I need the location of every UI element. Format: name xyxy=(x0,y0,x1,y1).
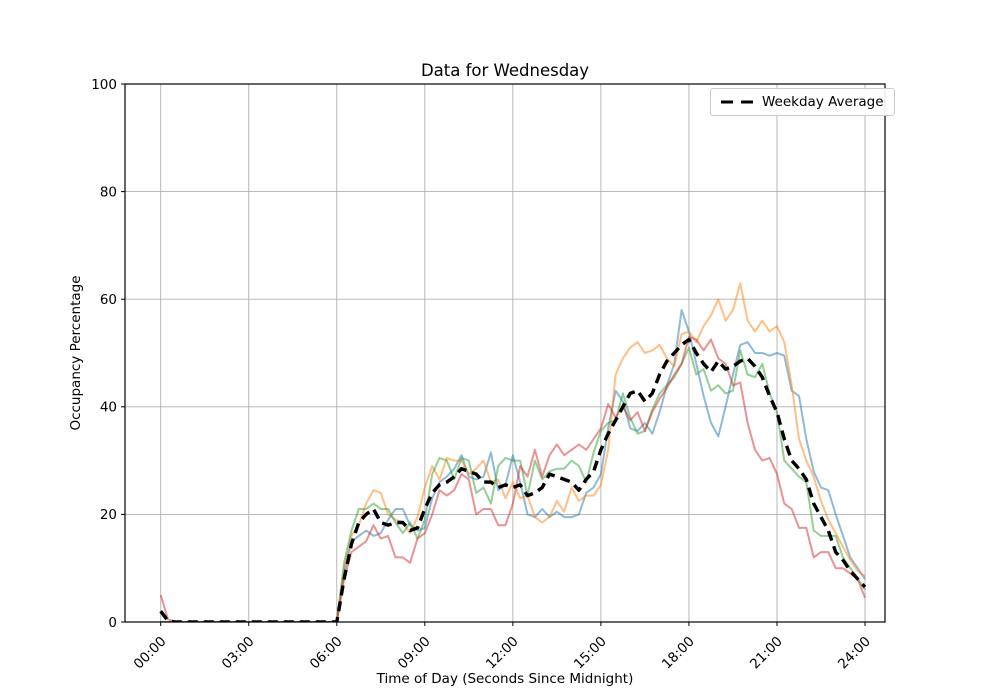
y-tick-label: 60 xyxy=(100,292,117,308)
series-line-weekday-1 xyxy=(160,309,866,622)
y-tick-label: 0 xyxy=(108,615,117,631)
legend: Weekday Average xyxy=(710,88,895,116)
y-tick-label: 100 xyxy=(91,77,117,93)
axes-spines xyxy=(124,83,886,623)
y-axis-label: Occupancy Percentage xyxy=(68,275,84,431)
y-tick-label: 80 xyxy=(100,184,117,200)
y-tick-label: 40 xyxy=(100,400,117,416)
x-tick-label: 24:00 xyxy=(835,634,874,673)
x-tick-label: 15:00 xyxy=(571,634,610,673)
series-line-weekday-3 xyxy=(160,346,866,622)
y-tick-label: 20 xyxy=(100,507,117,523)
x-tick-label: 18:00 xyxy=(659,634,698,673)
x-tick-label: 00:00 xyxy=(131,634,170,673)
x-tick-label: 21:00 xyxy=(747,634,786,673)
chart-title: Data for Wednesday xyxy=(420,61,590,80)
x-tick-label: 12:00 xyxy=(483,634,522,673)
x-tick-label: 03:00 xyxy=(219,634,258,673)
x-tick-label: 06:00 xyxy=(307,634,346,673)
x-tick-label: 09:00 xyxy=(395,634,434,673)
legend-dashed-line-icon xyxy=(721,100,753,104)
series-line-weekday-4 xyxy=(159,335,866,622)
series-group xyxy=(159,282,867,622)
x-axis-label: Time of Day (Seconds Since Midnight) xyxy=(376,671,634,687)
legend-label: Weekday Average xyxy=(762,94,884,110)
series-line-weekday-2 xyxy=(160,282,866,622)
